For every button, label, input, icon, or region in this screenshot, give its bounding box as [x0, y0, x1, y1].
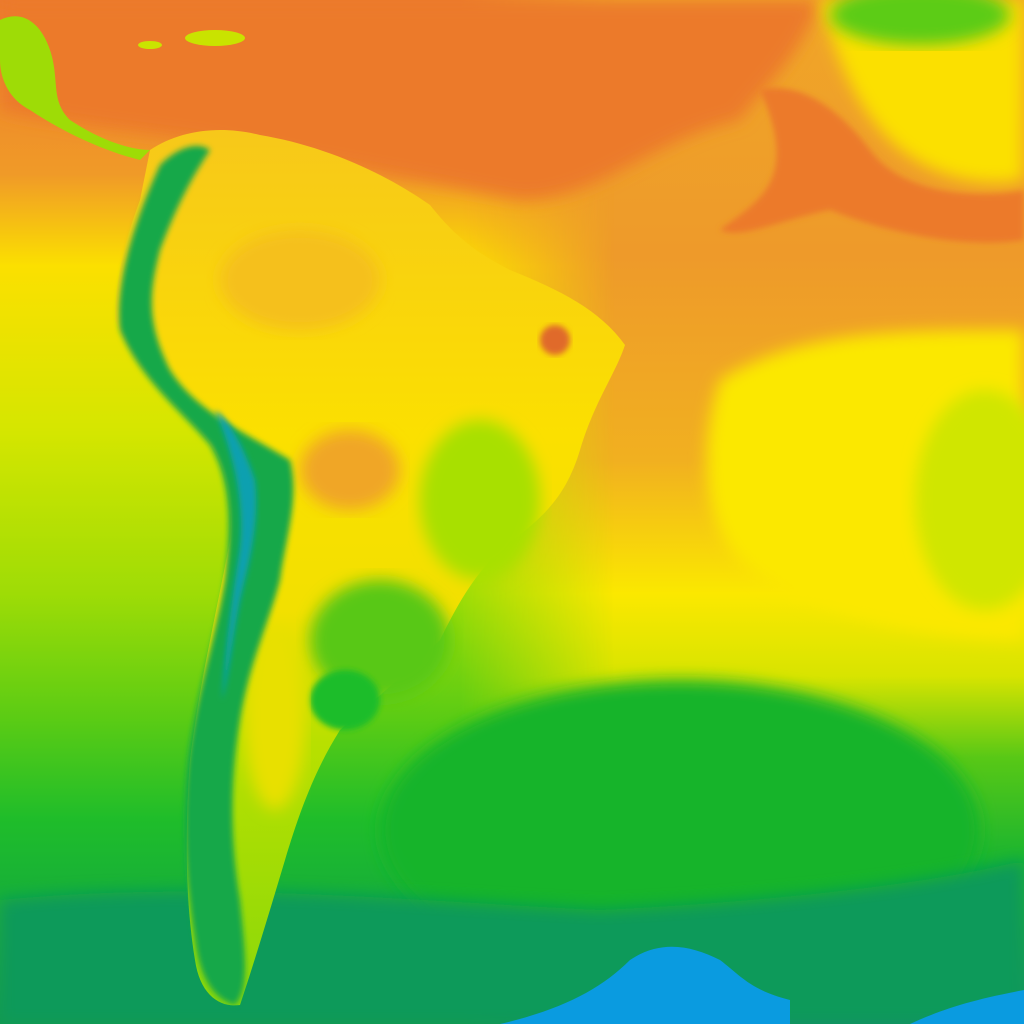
cool-north-east [820, 0, 1024, 183]
green-uruguay [310, 670, 380, 730]
warm-patagonia [245, 630, 305, 810]
andes-range [119, 145, 294, 1005]
green-southeast-brazil [420, 420, 540, 580]
continent-land [115, 130, 625, 1006]
hot-north-atlantic [0, 0, 820, 200]
caribbean-islands [0, 16, 245, 160]
hot-patch-east [720, 88, 1024, 243]
cool-north-east-core [830, 0, 1010, 45]
antarctica [500, 946, 1024, 1024]
south-america [115, 130, 625, 1006]
hot-chaco [300, 430, 400, 510]
andes-high-ice [215, 410, 257, 700]
green-patch-east [915, 390, 1024, 610]
hot-northeast [540, 325, 570, 355]
warm-amazon [220, 230, 380, 330]
